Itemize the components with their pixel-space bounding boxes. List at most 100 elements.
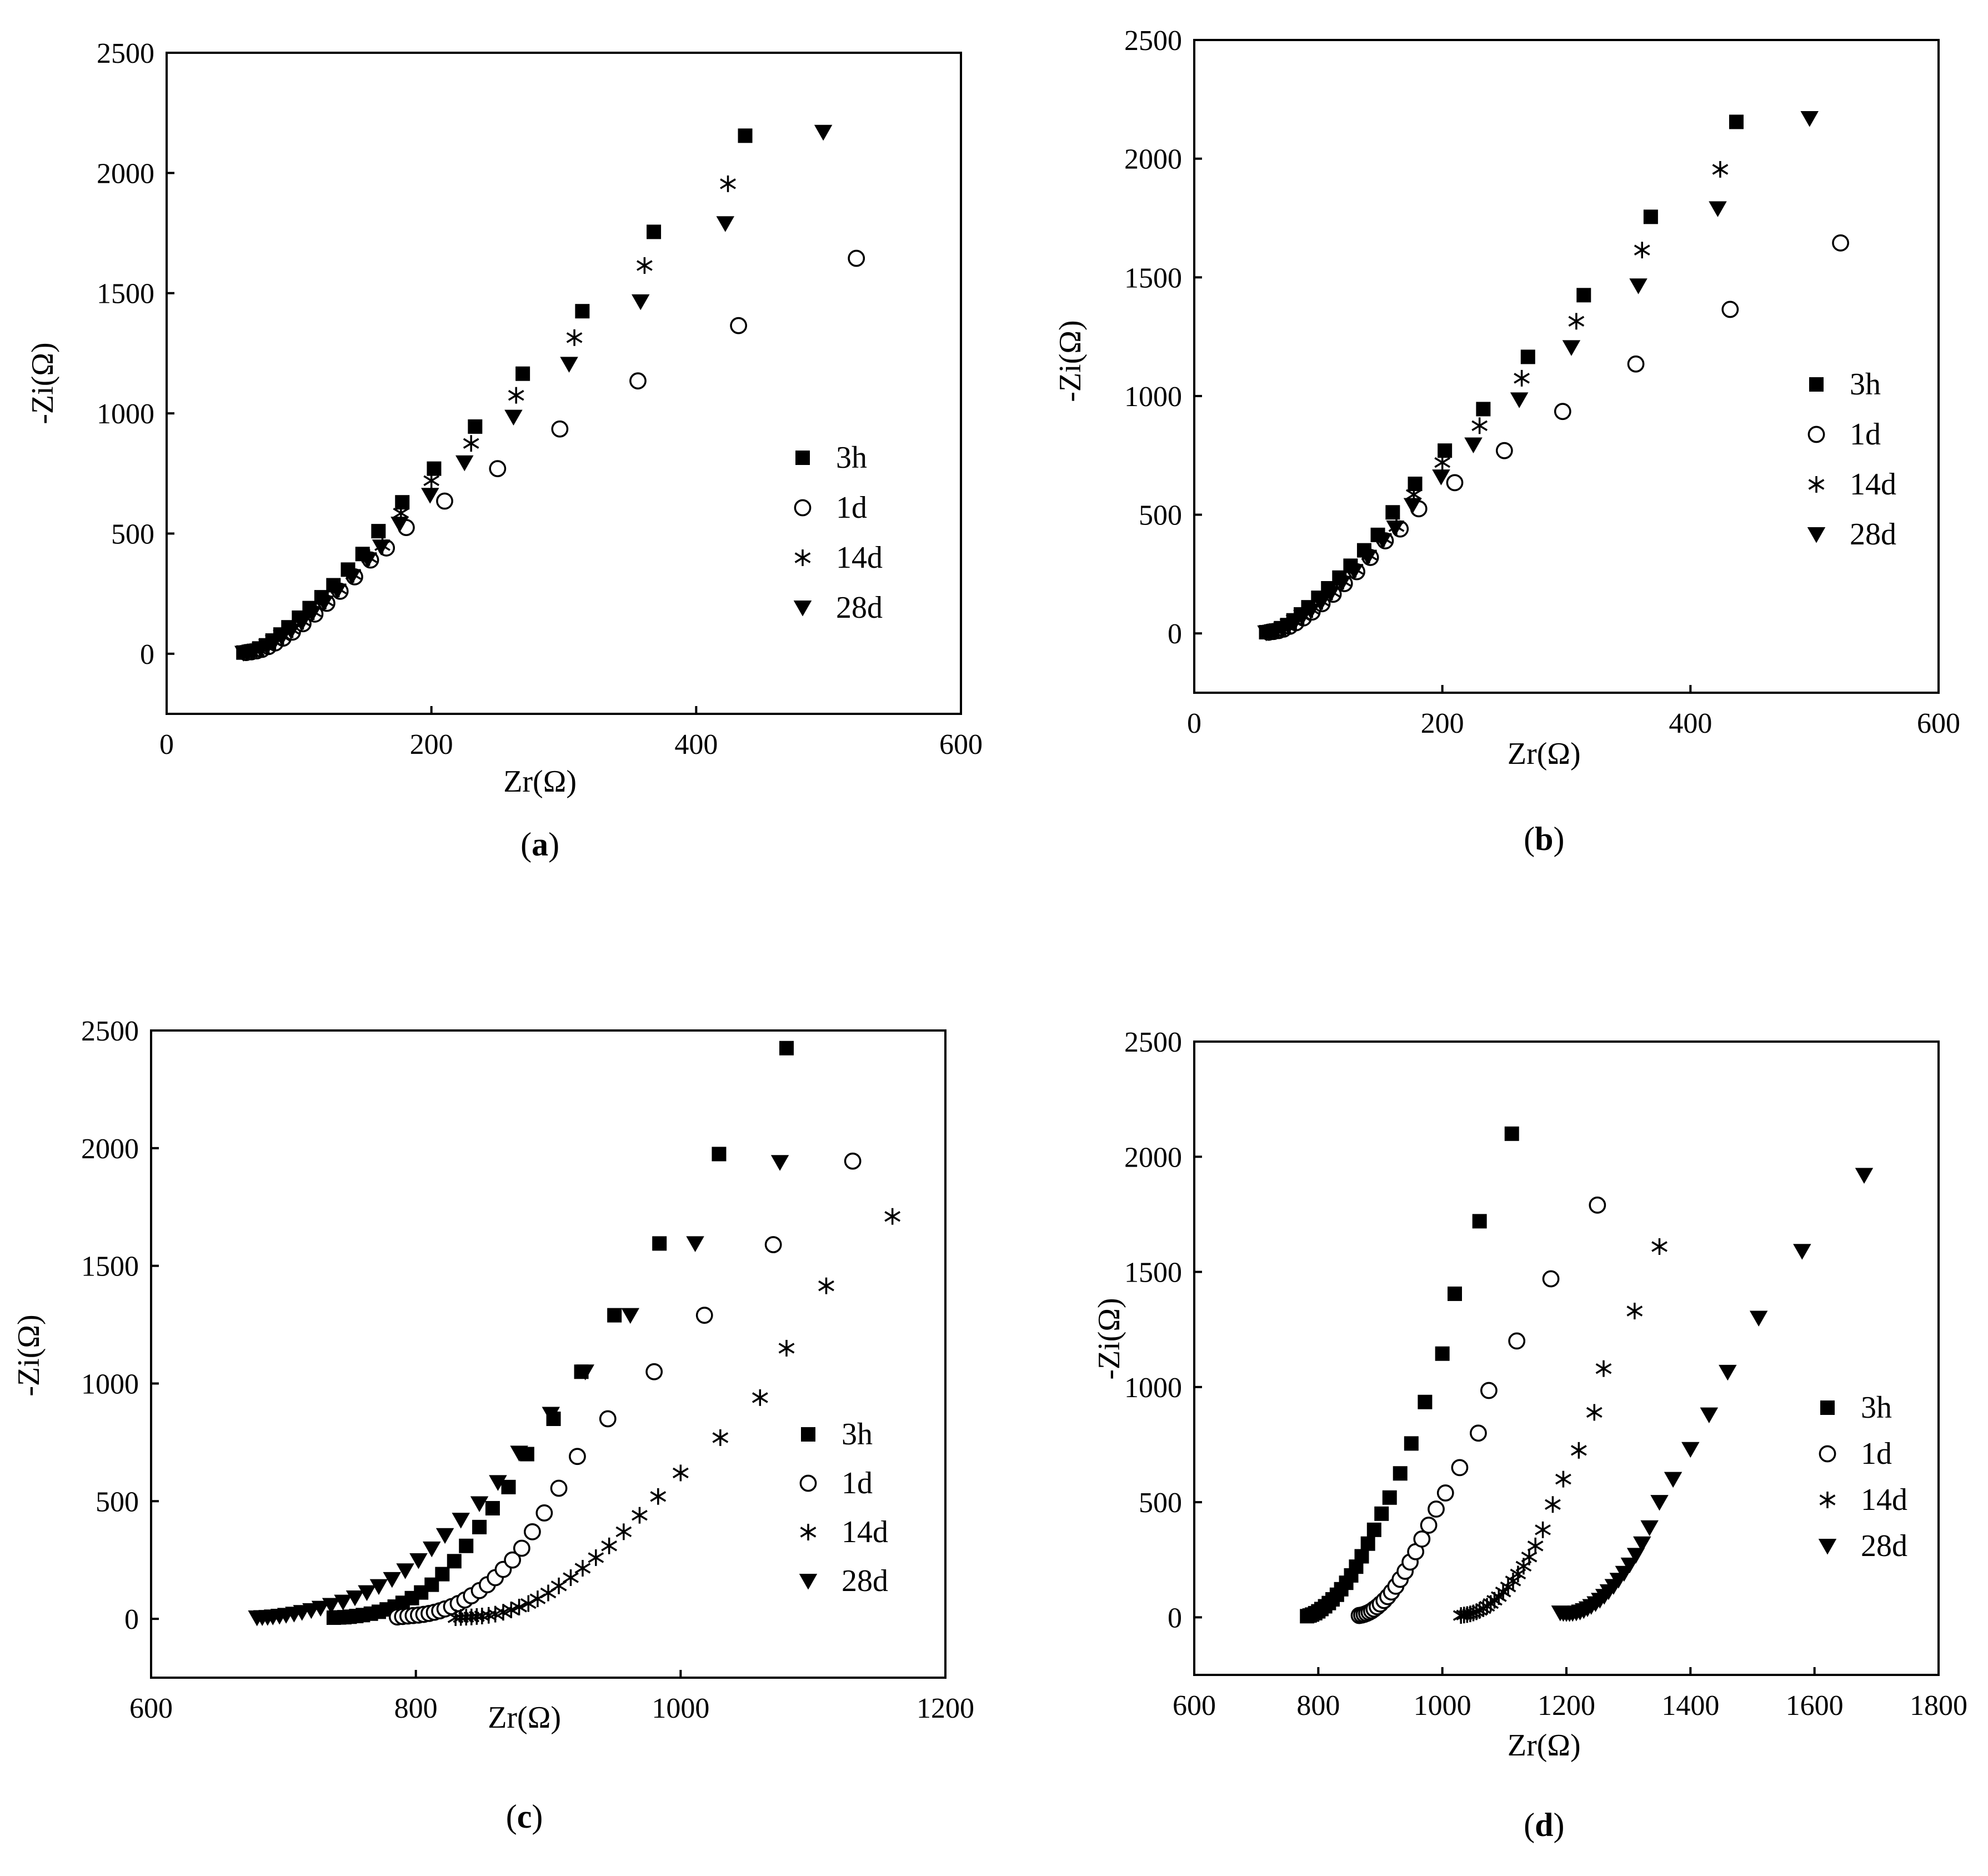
data-point-14d [588,1549,604,1566]
y-tick-label: 1000 [81,1368,139,1400]
data-point-28d [273,630,291,646]
legend-label-3h: 3h [1850,367,1881,402]
data-point-28d [1650,1495,1669,1511]
legend-marker-1d [1819,1445,1836,1463]
data-point-28d [1855,1168,1874,1184]
data-point-3h [652,1236,667,1251]
data-point-3h [1408,477,1423,491]
data-point-3h [459,1538,474,1553]
legend-marker-14d [800,1524,817,1540]
y-tick-label: 500 [96,1486,139,1518]
data-point-28d [1386,521,1405,537]
data-point-3h [647,224,662,239]
x-tick-label: 400 [1669,708,1712,739]
legend-marker-14d [1819,1492,1836,1508]
data-point-1d [513,1539,530,1557]
data-point-1d [550,1479,568,1497]
data-point-14d [1651,1238,1667,1255]
y-axis-title: -Zi(Ω) [1053,320,1088,402]
data-point-3h [515,366,530,381]
legend-marker-28d [1807,527,1826,543]
data-point-28d [716,216,735,232]
data-point-3h [1385,505,1400,520]
x-tick-label: 1600 [1786,1690,1844,1722]
y-tick-label: 2000 [81,1133,139,1165]
data-point-28d [504,409,523,426]
data-point-28d [328,583,347,599]
y-tick-label: 2500 [97,38,154,69]
data-point-1d [1542,1270,1560,1288]
data-point-1d [848,249,865,267]
legend-marker-3h [1809,377,1824,392]
data-point-3h [1448,1286,1462,1301]
data-point-14d [1568,313,1585,330]
legend-marker-3h [795,451,810,465]
data-point-28d [292,616,311,632]
data-point-28d [1800,111,1819,127]
data-point-14d [423,472,440,489]
data-point-14d [574,1560,591,1577]
legend: 3h 1d 14d 28d [1807,367,1896,552]
data-point-28d [282,623,301,640]
x-axis-title: Zr(Ω) [1508,1728,1581,1763]
data-point-28d [311,1600,330,1617]
legend-label-28d: 28d [1861,1529,1907,1563]
series-1d [1350,1196,1606,1624]
data-point-28d [322,1598,340,1614]
y-tick-label: 500 [111,518,154,550]
data-point-28d [334,1594,352,1611]
series-28d [248,1155,789,1627]
data-point-14d [712,1429,729,1446]
y-axis-title: -Zi(Ω) [12,1314,46,1396]
y-tick-label: 2000 [1124,144,1182,176]
data-point-28d [383,1572,402,1588]
data-point-3h [1729,114,1744,129]
data-point-14d [563,1569,579,1586]
data-point-1d [730,317,747,334]
data-point-14d [818,1277,834,1294]
data-point-3h [607,1308,622,1323]
data-point-28d [1464,437,1483,453]
data-point-14d [1514,369,1530,387]
y-tick-label: 2500 [1124,25,1182,57]
y-tick-label: 1000 [97,398,154,430]
legend-label-14d: 14d [1861,1483,1907,1517]
legend: 3h 1d 14d 28d [793,441,883,625]
data-point-14d [540,1584,557,1602]
data-point-1d [629,372,647,390]
data-point-14d [503,1602,519,1618]
x-tick-label: 1200 [1538,1690,1595,1722]
data-point-1d [1420,1517,1438,1534]
data-point-1d [1627,355,1645,373]
legend: 3h 1d 14d 28d [1818,1390,1907,1563]
data-point-28d [1562,340,1581,356]
series-14d [1260,161,1729,641]
data-point-28d [1709,201,1727,217]
data-point-28d [1640,1520,1659,1537]
legend-label-28d: 28d [836,591,883,625]
y-tick-label: 1500 [1124,262,1182,294]
x-tick-label: 800 [394,1693,438,1724]
legend-label-28d: 28d [1850,517,1896,552]
data-point-1d [1721,301,1739,318]
data-point-3h [1576,288,1591,303]
data-point-3h [472,1519,487,1534]
data-point-3h [1504,1126,1519,1141]
data-point-3h [501,1479,516,1494]
legend-marker-28d [793,601,812,617]
data-point-28d [1311,596,1330,612]
data-point-14d [1586,1404,1603,1421]
data-point-14d [778,1339,795,1357]
legend-label-1d: 1d [1850,417,1881,452]
x-tick-label: 1200 [917,1693,974,1724]
data-point-3h [779,1040,794,1055]
x-tick-label: 0 [159,729,174,761]
data-point-28d [621,1308,640,1324]
x-axis-title: Zr(Ω) [503,764,577,799]
data-point-14d [1570,1442,1587,1459]
data-point-28d [423,1541,441,1558]
data-point-14d [1434,454,1451,471]
data-point-3h [1472,1214,1487,1229]
data-point-28d [1626,1548,1645,1564]
